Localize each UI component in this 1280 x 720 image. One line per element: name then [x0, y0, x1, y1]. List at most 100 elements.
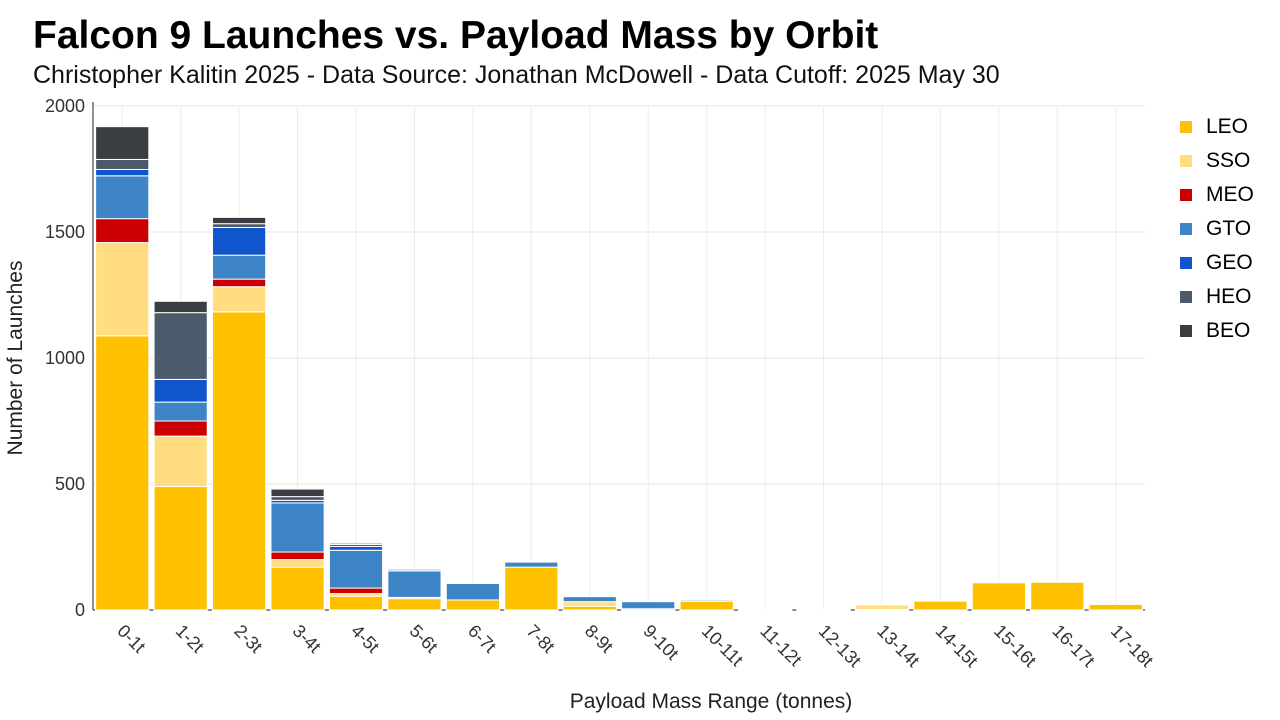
y-tick-label: 1000	[45, 348, 85, 368]
y-tick-label: 1500	[45, 222, 85, 242]
bar-segment-leo	[913, 600, 968, 611]
bar-segment-gto	[328, 549, 384, 589]
bar-segment-beo	[270, 488, 325, 498]
bar-segment-gto	[270, 502, 325, 553]
x-tick-label: 6-7t	[464, 621, 500, 657]
bar-segment-meo	[212, 278, 267, 288]
legend-label: BEO	[1206, 319, 1251, 342]
bar-segment-leo	[562, 605, 617, 611]
bar-segment-gto	[387, 570, 442, 598]
bar-segment-geo	[328, 545, 384, 551]
bar-segment-geo	[95, 169, 150, 177]
bar-segment-gto	[153, 401, 208, 422]
bar-segment-leo	[95, 335, 150, 611]
legend-item-meo[interactable]: MEO	[1180, 178, 1254, 212]
legend-swatch	[1180, 121, 1192, 133]
bar-segment-leo	[971, 582, 1026, 611]
bar-segment-sso	[212, 286, 267, 313]
x-tick-label: 2-3t	[230, 621, 266, 657]
bar-segment-leo	[504, 566, 559, 611]
x-tick-label: 8-9t	[581, 621, 617, 657]
x-axis-title: Payload Mass Range (tonnes)	[570, 690, 853, 713]
bar-segment-gto	[212, 254, 267, 280]
legend-item-leo[interactable]: LEO	[1180, 110, 1254, 144]
legend-swatch	[1180, 325, 1192, 337]
bar-segment-leo	[153, 486, 208, 611]
bar-segment-beo	[153, 300, 208, 314]
chart-legend: LEO SSO MEO GTO GEO HEO BEO	[1180, 110, 1254, 348]
bar-segment-gto	[621, 601, 676, 610]
bar-segment-beo	[679, 598, 734, 601]
legend-label: GEO	[1206, 251, 1253, 274]
bar-segment-meo	[153, 420, 208, 437]
bar-segment-leo	[387, 598, 442, 611]
legend-item-gto[interactable]: GTO	[1180, 212, 1254, 246]
chart-title: Falcon 9 Launches vs. Payload Mass by Or…	[33, 14, 879, 57]
y-axis-title: Number of Launches	[4, 261, 27, 456]
x-tick-label: 15-16t	[990, 621, 1040, 671]
bar-segment-leo	[445, 599, 500, 611]
bar-segment-gto	[562, 596, 617, 603]
legend-swatch	[1180, 257, 1192, 269]
legend-swatch	[1180, 223, 1192, 235]
bar-segment-heo	[153, 312, 208, 380]
y-tick-label: 500	[55, 474, 85, 494]
x-tick-label: 14-15t	[932, 621, 982, 671]
bar-segment-leo	[212, 311, 267, 611]
legend-item-heo[interactable]: HEO	[1180, 280, 1254, 314]
x-tick-label: 12-13t	[815, 621, 865, 671]
bar-segment-sso	[270, 559, 325, 568]
y-tick-label: 0	[75, 600, 85, 620]
bar-segment-sso	[153, 435, 208, 488]
y-tick-label: 2000	[45, 96, 85, 116]
bar-segment-leo	[679, 600, 734, 611]
bar-segment-heo	[95, 158, 150, 171]
x-tick-label: 1-2t	[172, 621, 208, 657]
bar-segment-meo	[270, 551, 325, 561]
x-tick-label: 16-17t	[1049, 621, 1099, 671]
x-tick-label: 0-1t	[113, 621, 149, 657]
bar-segment-beo	[328, 542, 384, 545]
legend-item-geo[interactable]: GEO	[1180, 246, 1254, 280]
legend-item-beo[interactable]: BEO	[1180, 314, 1254, 348]
bar-segment-leo	[1088, 603, 1143, 611]
x-tick-label: 7-8t	[523, 621, 559, 657]
bar-segment-leo	[1030, 581, 1085, 611]
legend-label: SSO	[1206, 149, 1251, 172]
bar-segment-sso	[95, 242, 150, 337]
legend-label: HEO	[1206, 285, 1252, 308]
x-tick-label: 17-18t	[1107, 621, 1157, 671]
legend-swatch	[1180, 155, 1192, 167]
bar-segment-leo	[270, 566, 325, 611]
bar-segment-sso	[854, 604, 910, 610]
bar-segment-sso	[562, 601, 617, 607]
bar-segment-leo	[328, 595, 384, 611]
legend-swatch	[1180, 189, 1192, 201]
x-tick-label: 9-10t	[639, 621, 682, 664]
x-tick-label: 5-6t	[406, 621, 442, 657]
x-tick-label: 10-11t	[698, 621, 747, 670]
x-tick-label: 13-14t	[873, 621, 923, 671]
legend-label: MEO	[1206, 183, 1254, 206]
legend-item-sso[interactable]: SSO	[1180, 144, 1254, 178]
bar-segment-geo	[212, 226, 267, 256]
bar-segment-beo	[387, 567, 442, 569]
x-tick-label: 3-4t	[289, 621, 325, 657]
x-tick-label: 4-5t	[347, 621, 383, 657]
bar-segment-heo	[270, 496, 325, 501]
bar-segment-beo	[95, 126, 150, 160]
legend-swatch	[1180, 291, 1192, 303]
bar-segment-meo	[95, 218, 150, 244]
legend-label: LEO	[1206, 115, 1249, 138]
legend-label: GTO	[1206, 217, 1252, 240]
bar-segment-beo	[212, 216, 267, 225]
bar-segment-meo	[328, 587, 384, 595]
x-tick-label: 11-12t	[756, 621, 805, 670]
chart-subtitle: Christopher Kalitin 2025 - Data Source: …	[33, 61, 1000, 89]
bar-segment-heo	[212, 223, 267, 228]
bar-segment-gto	[504, 561, 559, 568]
bar-segment-leo	[738, 608, 793, 611]
bar-segment-geo	[153, 378, 208, 403]
bar-segment-gto	[445, 583, 500, 601]
